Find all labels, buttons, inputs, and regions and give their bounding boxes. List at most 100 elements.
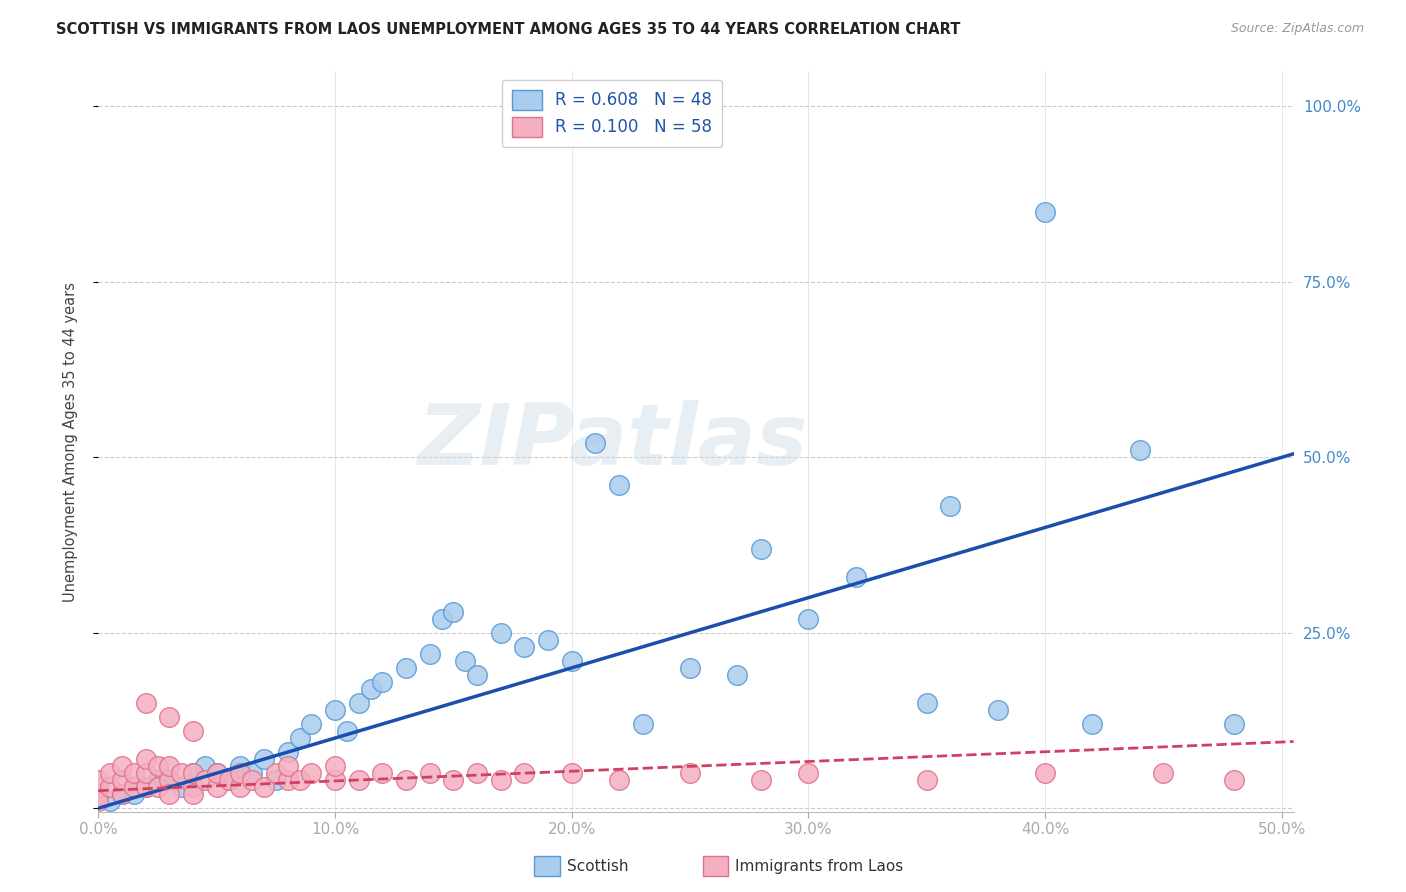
Point (489, 773, 512, 788)
Text: Scottish: Scottish (567, 859, 628, 873)
Point (146, 773, 169, 788)
Point (465, 766, 488, 780)
Point (1129, 443, 1152, 458)
Point (749, 773, 772, 788)
Point (430, 612, 453, 626)
Point (537, 632, 560, 647)
Point (441, 773, 464, 788)
Point (98, 766, 121, 780)
Point (205, 780, 228, 794)
Point (607, 478, 630, 492)
Point (87, 787, 110, 801)
Point (253, 780, 276, 794)
Legend: R = 0.608   N = 48, R = 0.100   N = 58: R = 0.608 N = 48, R = 0.100 N = 58 (502, 79, 723, 147)
Point (135, 780, 157, 794)
Text: ZIPatlas: ZIPatlas (418, 400, 807, 483)
Point (371, 674, 394, 689)
Point (205, 766, 228, 780)
Point (561, 654, 583, 668)
Point (347, 773, 370, 788)
Point (489, 625, 512, 640)
Point (749, 541, 772, 556)
Point (240, 766, 263, 780)
Point (1223, 717, 1246, 731)
Point (915, 773, 938, 788)
Point (454, 654, 477, 668)
Point (845, 569, 868, 583)
Point (561, 766, 583, 780)
Point (939, 500, 962, 514)
Point (323, 773, 346, 788)
Point (288, 731, 311, 745)
Point (253, 752, 276, 766)
Point (157, 773, 180, 788)
Point (218, 773, 240, 788)
Point (146, 759, 169, 773)
Point (323, 759, 346, 773)
Point (229, 766, 252, 780)
Point (111, 787, 134, 801)
Point (1033, 766, 1056, 780)
Point (679, 661, 702, 675)
Point (797, 612, 820, 626)
Point (583, 436, 606, 450)
Point (277, 773, 299, 788)
Point (122, 787, 145, 801)
Point (288, 773, 311, 788)
Point (181, 780, 204, 794)
Point (157, 759, 180, 773)
Point (157, 787, 180, 801)
Point (170, 766, 193, 780)
Point (122, 780, 145, 794)
Point (631, 717, 654, 731)
Text: SCOTTISH VS IMMIGRANTS FROM LAOS UNEMPLOYMENT AMONG AGES 35 TO 44 YEARS CORRELAT: SCOTTISH VS IMMIGRANTS FROM LAOS UNEMPLO… (56, 22, 960, 37)
Point (419, 647, 441, 661)
Point (229, 780, 252, 794)
Point (157, 773, 180, 788)
Y-axis label: Unemployment Among Ages 35 to 44 years: Unemployment Among Ages 35 to 44 years (63, 282, 77, 601)
Point (395, 773, 418, 788)
Point (205, 766, 228, 780)
Point (371, 766, 394, 780)
Point (135, 696, 157, 710)
Point (229, 759, 252, 773)
Point (299, 766, 322, 780)
Point (513, 766, 536, 780)
Point (111, 773, 134, 788)
Point (725, 668, 748, 682)
Point (277, 759, 299, 773)
Point (395, 661, 418, 675)
Point (170, 780, 193, 794)
Point (111, 759, 134, 773)
Point (1223, 773, 1246, 788)
Point (465, 668, 488, 682)
Point (98, 794, 121, 808)
Point (264, 766, 287, 780)
Point (277, 745, 299, 759)
Point (441, 605, 464, 619)
Point (194, 773, 217, 788)
Point (419, 766, 441, 780)
Point (240, 773, 263, 788)
Point (122, 766, 145, 780)
Point (98, 780, 121, 794)
Point (513, 640, 536, 654)
Point (347, 696, 370, 710)
Point (915, 696, 938, 710)
Point (146, 780, 169, 794)
Point (264, 773, 287, 788)
Point (181, 766, 204, 780)
Point (181, 766, 204, 780)
Point (797, 766, 820, 780)
Point (111, 787, 134, 801)
Point (1033, 204, 1056, 219)
Point (87, 773, 110, 788)
Point (679, 766, 702, 780)
Point (135, 752, 157, 766)
Point (135, 766, 157, 780)
Point (336, 724, 359, 739)
Point (194, 759, 217, 773)
Point (607, 773, 630, 788)
Point (987, 703, 1010, 717)
Point (299, 717, 322, 731)
